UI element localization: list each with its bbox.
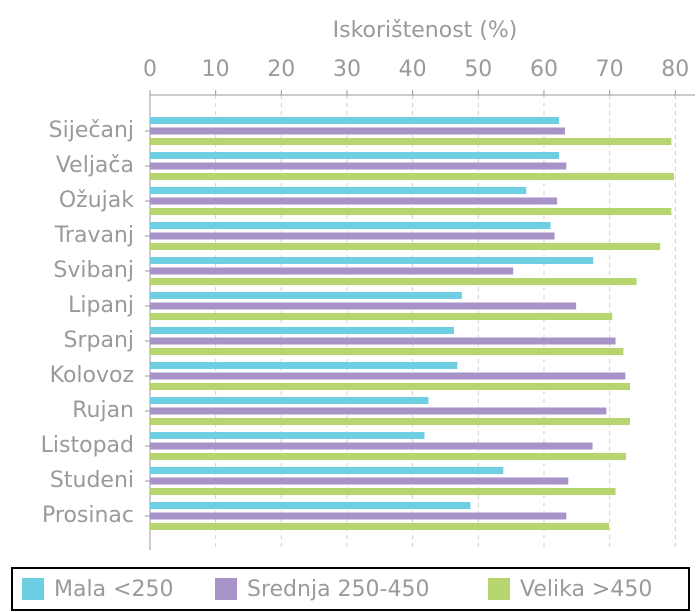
- y-tick-label: Prosinac: [42, 503, 134, 528]
- x-tick-label: 80: [661, 57, 689, 82]
- y-tick-label: Srpanj: [63, 328, 134, 353]
- y-tick-label: Travanj: [54, 223, 134, 248]
- legend-swatch: [22, 578, 44, 600]
- bar: [150, 502, 471, 509]
- bar: [150, 488, 616, 495]
- y-tick-label: Rujan: [72, 398, 134, 423]
- y-tick-label: Svibanj: [53, 258, 134, 283]
- bar: [150, 467, 504, 474]
- bar: [150, 257, 594, 264]
- bar: [150, 453, 627, 460]
- bar: [150, 302, 577, 310]
- bar: [150, 327, 455, 334]
- x-tick-label: 20: [267, 57, 295, 82]
- x-tick-label: 0: [143, 57, 157, 82]
- x-tick-label: 50: [464, 57, 492, 82]
- bar: [150, 372, 626, 380]
- bar: [150, 138, 672, 145]
- x-tick-label: 40: [399, 57, 427, 82]
- bar: [150, 162, 567, 170]
- y-tick-label: Listopad: [41, 433, 134, 458]
- bar: [150, 197, 558, 205]
- bar: [150, 477, 569, 485]
- bar: [150, 432, 425, 439]
- bar: [150, 267, 514, 275]
- bar: [150, 313, 613, 320]
- bar: [150, 278, 637, 285]
- bar: [150, 152, 560, 159]
- bar: [150, 442, 593, 450]
- x-axis-label: Iskorištenost (%): [333, 18, 518, 43]
- bar: [150, 407, 607, 415]
- bar: [150, 208, 672, 215]
- bar: [150, 362, 458, 369]
- bar: [150, 292, 462, 299]
- bar: [150, 232, 555, 240]
- x-tick-label: 70: [596, 57, 624, 82]
- bar: [150, 117, 560, 124]
- legend-swatch: [488, 578, 510, 600]
- bar: [150, 397, 429, 404]
- bar: [150, 222, 551, 229]
- bar: [150, 348, 624, 355]
- y-tick-label: Studeni: [50, 468, 134, 493]
- bar: [150, 337, 616, 345]
- x-tick-label: 30: [333, 57, 361, 82]
- x-tick-label: 60: [530, 57, 558, 82]
- y-tick-label: Veljača: [56, 153, 134, 178]
- bar: [150, 243, 661, 250]
- x-tick-label: 10: [202, 57, 230, 82]
- bar: [150, 383, 630, 390]
- y-tick-label: Kolovoz: [50, 363, 134, 388]
- y-tick-label: Ožujak: [59, 188, 134, 213]
- bar: [150, 512, 567, 520]
- y-tick-label: Lipanj: [68, 293, 134, 318]
- bar: [150, 418, 630, 425]
- legend-box: [11, 567, 690, 611]
- legend-label: Mala <250: [54, 577, 173, 602]
- legend-label: Velika >450: [520, 577, 652, 602]
- legend-label: Srednja 250-450: [247, 577, 429, 602]
- bar: [150, 127, 565, 135]
- y-tick-label: Siječanj: [49, 118, 134, 143]
- legend-swatch: [215, 578, 237, 600]
- bar: [150, 523, 609, 530]
- bar: [150, 173, 674, 180]
- bar: [150, 187, 527, 194]
